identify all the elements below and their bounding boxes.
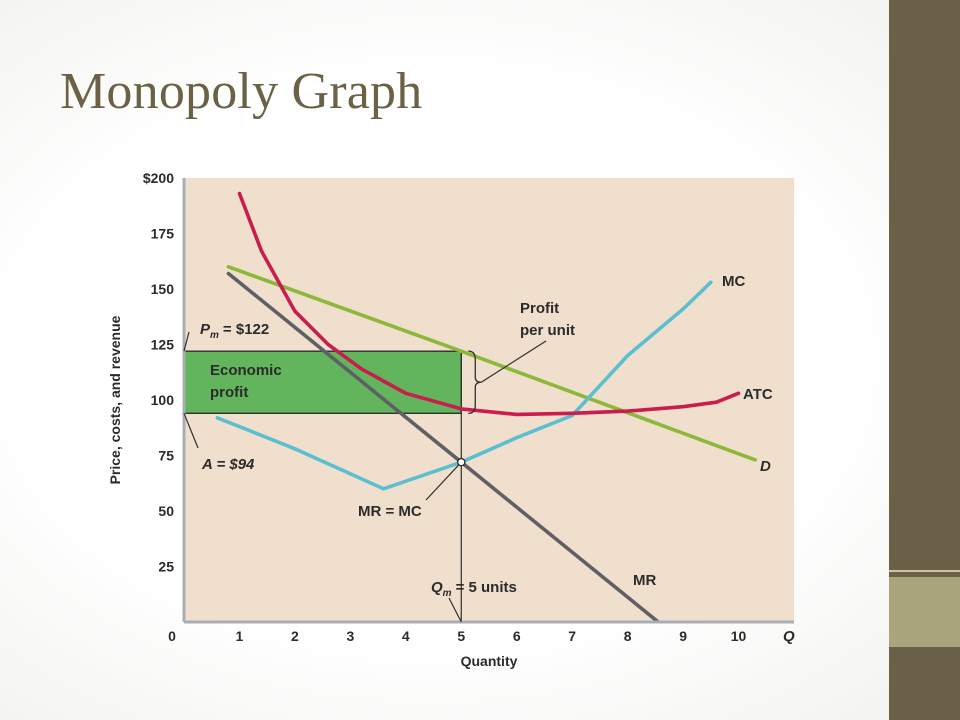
price-label-value: = $122 xyxy=(223,321,269,338)
mr-mc-intersection-marker xyxy=(457,457,466,467)
y-tick-label: 75 xyxy=(158,448,174,464)
x-tick-label: 9 xyxy=(679,628,687,644)
y-tick-label: 100 xyxy=(151,392,175,408)
y-tick-label: $200 xyxy=(143,170,174,186)
x-tick-label: 5 xyxy=(457,628,465,644)
tick-labels: 0 1 2 3 4 5 6 7 8 9 10 $200 175 150 125 100 75 50 25 xyxy=(143,170,747,644)
atc-level-leader xyxy=(183,413,199,449)
y-tick-label: 150 xyxy=(151,281,175,297)
x-tick-label: 1 xyxy=(236,628,244,644)
mr-equals-mc-label: MR = MC xyxy=(358,503,422,520)
x-tick-label: 4 xyxy=(402,628,410,644)
economic-profit-box xyxy=(183,350,462,414)
y-tick-label: 50 xyxy=(158,503,174,519)
qm-label-subscript: m xyxy=(443,588,452,599)
x-tick-label: 10 xyxy=(731,628,747,644)
x-tick-label: 0 xyxy=(168,628,176,644)
mr-mc-leader xyxy=(425,461,462,501)
x-axis-end-label: Q xyxy=(783,628,795,645)
x-tick-label: 8 xyxy=(624,628,632,644)
x-tick-label: 6 xyxy=(513,628,521,644)
pm-leader xyxy=(183,331,190,352)
side-bar-divider xyxy=(889,570,960,572)
y-tick-label: 175 xyxy=(151,226,175,242)
slide-title: Monopoly Graph xyxy=(60,63,423,120)
qm-leader xyxy=(448,597,462,623)
curve-atc xyxy=(237,191,741,417)
economic-profit-label-line1: Economic xyxy=(210,362,282,379)
side-bar-band xyxy=(889,577,960,647)
x-axis-label: Quantity xyxy=(461,653,518,669)
y-axis-label: Price, costs, and revenue xyxy=(107,315,123,484)
x-tick-label: 3 xyxy=(346,628,354,644)
axes xyxy=(182,178,794,624)
curve-mc xyxy=(215,280,713,491)
mc-curve-label: MC xyxy=(722,273,745,290)
qm-label: Qm = 5 units xyxy=(431,579,517,599)
qm-label-value: = 5 units xyxy=(456,579,517,596)
mr-curve-label: MR xyxy=(633,572,656,589)
curve-d xyxy=(226,265,757,462)
atc-level-label: A = $94 xyxy=(201,456,255,473)
price-label-symbol: P xyxy=(200,321,211,338)
price-label: Pm = $122 xyxy=(200,321,269,341)
profit-per-unit-line1: Profit xyxy=(520,300,559,317)
qm-label-symbol: Q xyxy=(431,579,443,596)
profit-per-unit-leader xyxy=(480,340,547,383)
price-label-subscript: m xyxy=(210,330,219,341)
profit-per-unit-line2: per unit xyxy=(520,322,575,339)
monopoly-chart: 0 1 2 3 4 5 6 7 8 9 10 $200 175 150 125 100 75 50 25 Price… xyxy=(107,170,795,669)
markers xyxy=(183,331,547,623)
x-tick-label: 2 xyxy=(291,628,299,644)
economic-profit-label-line2: profit xyxy=(210,384,248,401)
y-tick-label: 125 xyxy=(151,337,175,353)
demand-curve-label: D xyxy=(760,458,771,475)
atc-curve-label: ATC xyxy=(743,386,773,403)
x-tick-label: 7 xyxy=(568,628,576,644)
y-tick-label: 25 xyxy=(158,559,174,575)
